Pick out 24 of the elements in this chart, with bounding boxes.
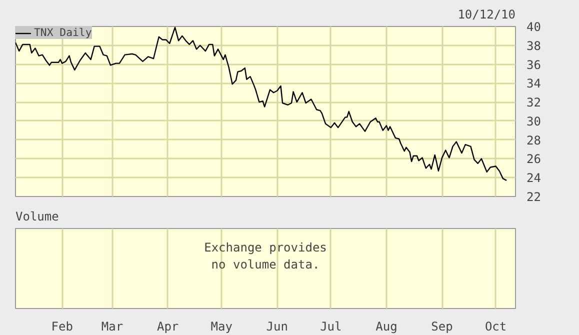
- y-tick-label: 36: [526, 58, 541, 72]
- text: Jul: [320, 320, 342, 334]
- text: 10/12/10: [458, 8, 516, 22]
- y-tick-label: 34: [526, 76, 541, 91]
- text: Apr: [156, 320, 179, 334]
- text: May: [210, 320, 232, 334]
- y-tick-label: 38: [526, 38, 541, 53]
- y-tick-label: 40: [526, 20, 541, 34]
- text: Jun: [266, 320, 288, 334]
- y-tick-label: 30: [526, 114, 541, 128]
- legend-label: TNX Daily: [34, 26, 92, 39]
- line-series: [16, 26, 508, 182]
- y-tick-label: 32: [526, 96, 541, 110]
- y-tick-label: 26: [526, 152, 541, 166]
- y-tick-label: 24: [526, 171, 541, 186]
- text: Volume: [16, 210, 59, 224]
- y-tick-label: 28: [526, 133, 541, 148]
- text: Mar: [101, 320, 124, 334]
- text: Sep: [431, 320, 453, 334]
- text: Exchange provides no volume data.: [204, 240, 327, 272]
- text: Feb: [51, 320, 73, 334]
- text: Aug: [376, 320, 398, 334]
- y-tick-label: 22: [526, 190, 541, 204]
- text: Oct: [484, 320, 507, 334]
